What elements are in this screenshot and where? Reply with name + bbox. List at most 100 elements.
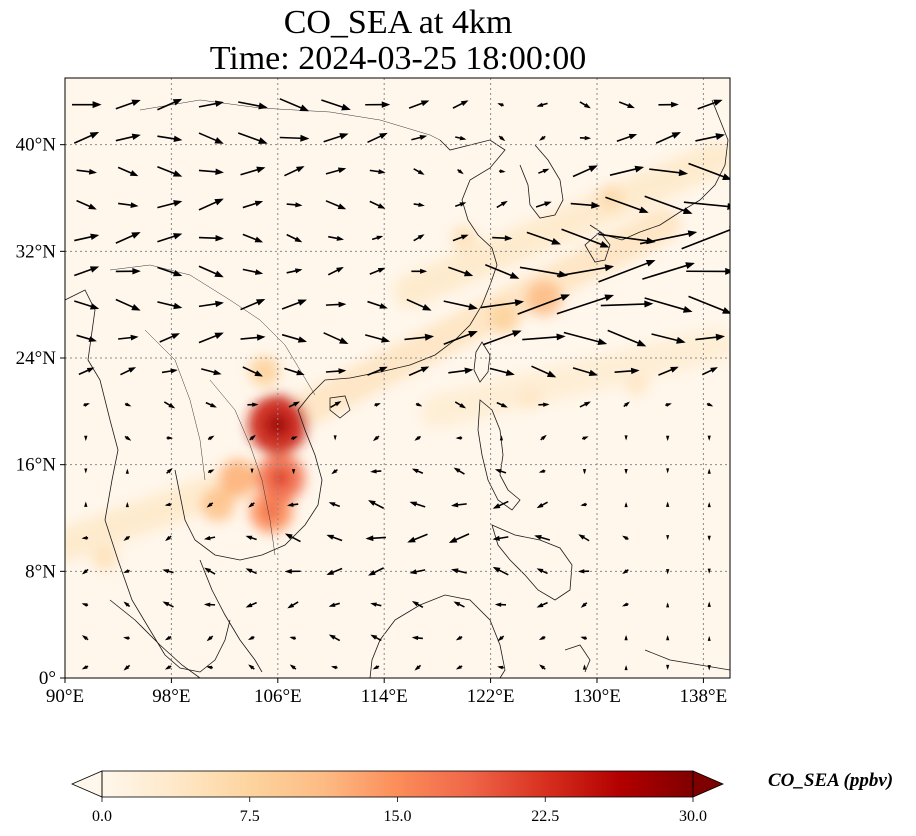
wind-arrow: [330, 665, 338, 670]
wind-arrow: [624, 665, 628, 671]
wind-arrow: [605, 196, 649, 214]
wind-arrow: [157, 98, 183, 111]
wind-arrow: [288, 401, 300, 408]
lat-tick-label: 0°: [39, 668, 56, 689]
wind-arrow: [497, 635, 505, 642]
wind-arrow: [494, 602, 507, 607]
lat-tick-label: 40°N: [16, 135, 57, 156]
wind-arrow: [198, 300, 224, 308]
colorbar-tick-label: 15.0: [384, 808, 412, 825]
colorbar-tick-label: 22.5: [531, 808, 559, 825]
wind-arrow: [607, 329, 647, 347]
wind-arrow: [205, 401, 217, 408]
wind-arrow: [291, 469, 296, 475]
wind-arrow: [372, 435, 380, 442]
wind-arrow: [582, 469, 587, 475]
wind-arrow: [651, 333, 686, 344]
wind-arrow: [655, 132, 681, 144]
wind-arrow: [572, 165, 598, 178]
wind-arrow: [665, 403, 672, 407]
wind-arrow: [81, 665, 89, 670]
wind-arrow: [203, 602, 216, 607]
wind-arrow: [408, 366, 430, 377]
wind-arrow: [540, 434, 547, 441]
wind-arrow: [76, 199, 97, 210]
wind-arrow: [665, 435, 670, 442]
wind-arrow: [707, 435, 711, 441]
wind-arrow: [448, 367, 474, 374]
wind-arrow: [415, 402, 423, 407]
wind-arrow: [707, 535, 711, 541]
lon-tick-label: 98°E: [152, 686, 190, 707]
wind-arrow: [157, 135, 183, 143]
wind-arrow: [245, 535, 257, 541]
wind-arrow: [198, 265, 224, 278]
wind-arrow: [413, 168, 425, 175]
wind-arrow: [644, 195, 693, 214]
wind-arrow: [284, 166, 305, 177]
wind-arrow: [577, 569, 590, 574]
wind-arrow: [494, 469, 507, 474]
wind-arrow: [538, 402, 550, 407]
wind-arrow: [536, 102, 548, 107]
wind-arrow: [666, 602, 670, 608]
wind-arrow: [163, 401, 176, 409]
wind-arrow: [164, 502, 172, 507]
wind-arrow: [323, 133, 349, 143]
wind-arrow: [538, 469, 546, 473]
country-borders: [109, 99, 441, 556]
wind-arrow: [367, 300, 388, 309]
wind-arrow: [448, 266, 474, 277]
wind-arrow: [411, 635, 423, 641]
wind-arrow: [331, 469, 338, 475]
wind-arrow: [368, 567, 384, 576]
wind-arrow: [496, 401, 508, 408]
wind-arrow: [240, 166, 266, 176]
wind-arrow: [245, 568, 257, 575]
wind-arrow: [115, 268, 141, 275]
wind-arrow: [166, 468, 173, 474]
wind-arrow: [328, 634, 341, 642]
wind-arrow: [286, 233, 303, 243]
wind-arrow: [284, 367, 305, 376]
wind-arrow: [325, 200, 347, 210]
wind-arrow: [287, 601, 299, 609]
co-plume-band: [420, 327, 730, 429]
coastline-borneo: [369, 594, 506, 678]
lon-tick-label: 130°E: [573, 686, 621, 707]
wind-arrow: [123, 636, 130, 641]
wind-arrow: [78, 367, 95, 376]
colorbar-tick-label: 30.0: [679, 808, 707, 825]
wind-arrow: [118, 334, 139, 341]
colorbar-extend-min: [70, 770, 103, 798]
wind-arrow: [707, 601, 711, 607]
wind-arrow: [207, 469, 215, 474]
wind-arrow: [157, 266, 183, 277]
wind-arrow: [74, 233, 100, 242]
wind-arrow: [707, 635, 711, 641]
wind-arrow: [453, 467, 465, 475]
wind-arrow: [455, 436, 463, 440]
wind-arrow: [707, 665, 711, 671]
wind-arrow: [406, 298, 432, 311]
wind-arrow: [414, 435, 422, 441]
co-plume-hotspot: [219, 459, 257, 497]
wind-arrow: [455, 135, 467, 141]
wind-arrow: [485, 263, 520, 279]
wind-arrow: [367, 132, 388, 144]
wind-arrow: [404, 333, 435, 341]
co-concentration-field: [65, 141, 730, 571]
wind-arrow: [74, 266, 100, 277]
wind-arrow: [204, 567, 216, 575]
wind-arrow: [326, 534, 343, 542]
wind-arrow: [578, 534, 590, 542]
wind-arrow: [164, 635, 172, 641]
wind-arrow: [536, 601, 548, 608]
wind-arrow: [198, 168, 224, 175]
wind-arrow: [644, 297, 693, 313]
wind-arrow: [561, 228, 610, 248]
wind-arrow: [125, 501, 129, 508]
wind-arrow: [534, 534, 551, 541]
map-title-line2: Time: 2024-03-25 18:00:00: [209, 40, 587, 77]
wind-arrow: [325, 301, 347, 308]
